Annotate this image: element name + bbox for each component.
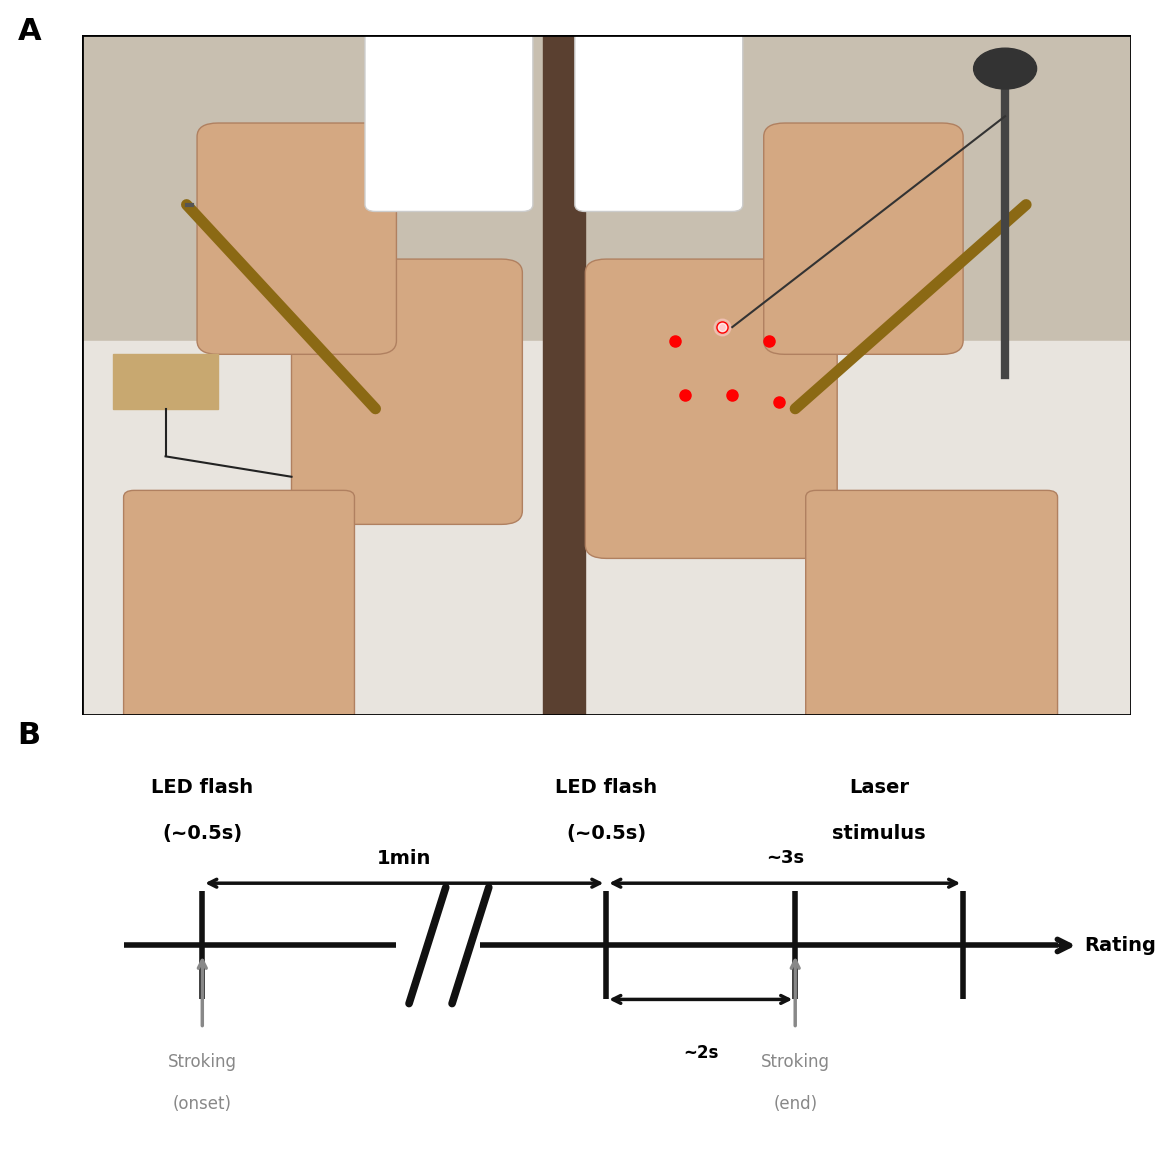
Text: ~2s: ~2s: [683, 1045, 718, 1062]
Text: Laser: Laser: [849, 778, 909, 797]
FancyBboxPatch shape: [764, 123, 963, 354]
FancyBboxPatch shape: [197, 123, 396, 354]
Text: Stroking: Stroking: [760, 1054, 830, 1071]
FancyBboxPatch shape: [124, 490, 354, 722]
Bar: [113, 354, 218, 408]
Text: 1min: 1min: [377, 849, 431, 868]
Text: A: A: [17, 17, 41, 46]
Text: LED flash: LED flash: [555, 778, 658, 797]
Bar: [82, 340, 1131, 715]
Text: Rating: Rating: [1084, 936, 1156, 955]
FancyBboxPatch shape: [575, 28, 743, 211]
Text: B: B: [17, 721, 41, 749]
Text: LED flash: LED flash: [152, 778, 253, 797]
FancyBboxPatch shape: [292, 259, 522, 525]
Bar: [543, 35, 585, 715]
Text: stimulus: stimulus: [833, 824, 926, 843]
Text: Stroking: Stroking: [168, 1054, 237, 1071]
FancyBboxPatch shape: [365, 28, 533, 211]
FancyBboxPatch shape: [585, 259, 837, 558]
Circle shape: [974, 48, 1037, 89]
Text: ~3s: ~3s: [766, 850, 803, 867]
Text: (onset): (onset): [173, 1095, 232, 1113]
Text: (~0.5s): (~0.5s): [162, 824, 243, 843]
Text: (~0.5s): (~0.5s): [567, 824, 646, 843]
Text: (end): (end): [773, 1095, 817, 1113]
FancyBboxPatch shape: [806, 490, 1058, 722]
